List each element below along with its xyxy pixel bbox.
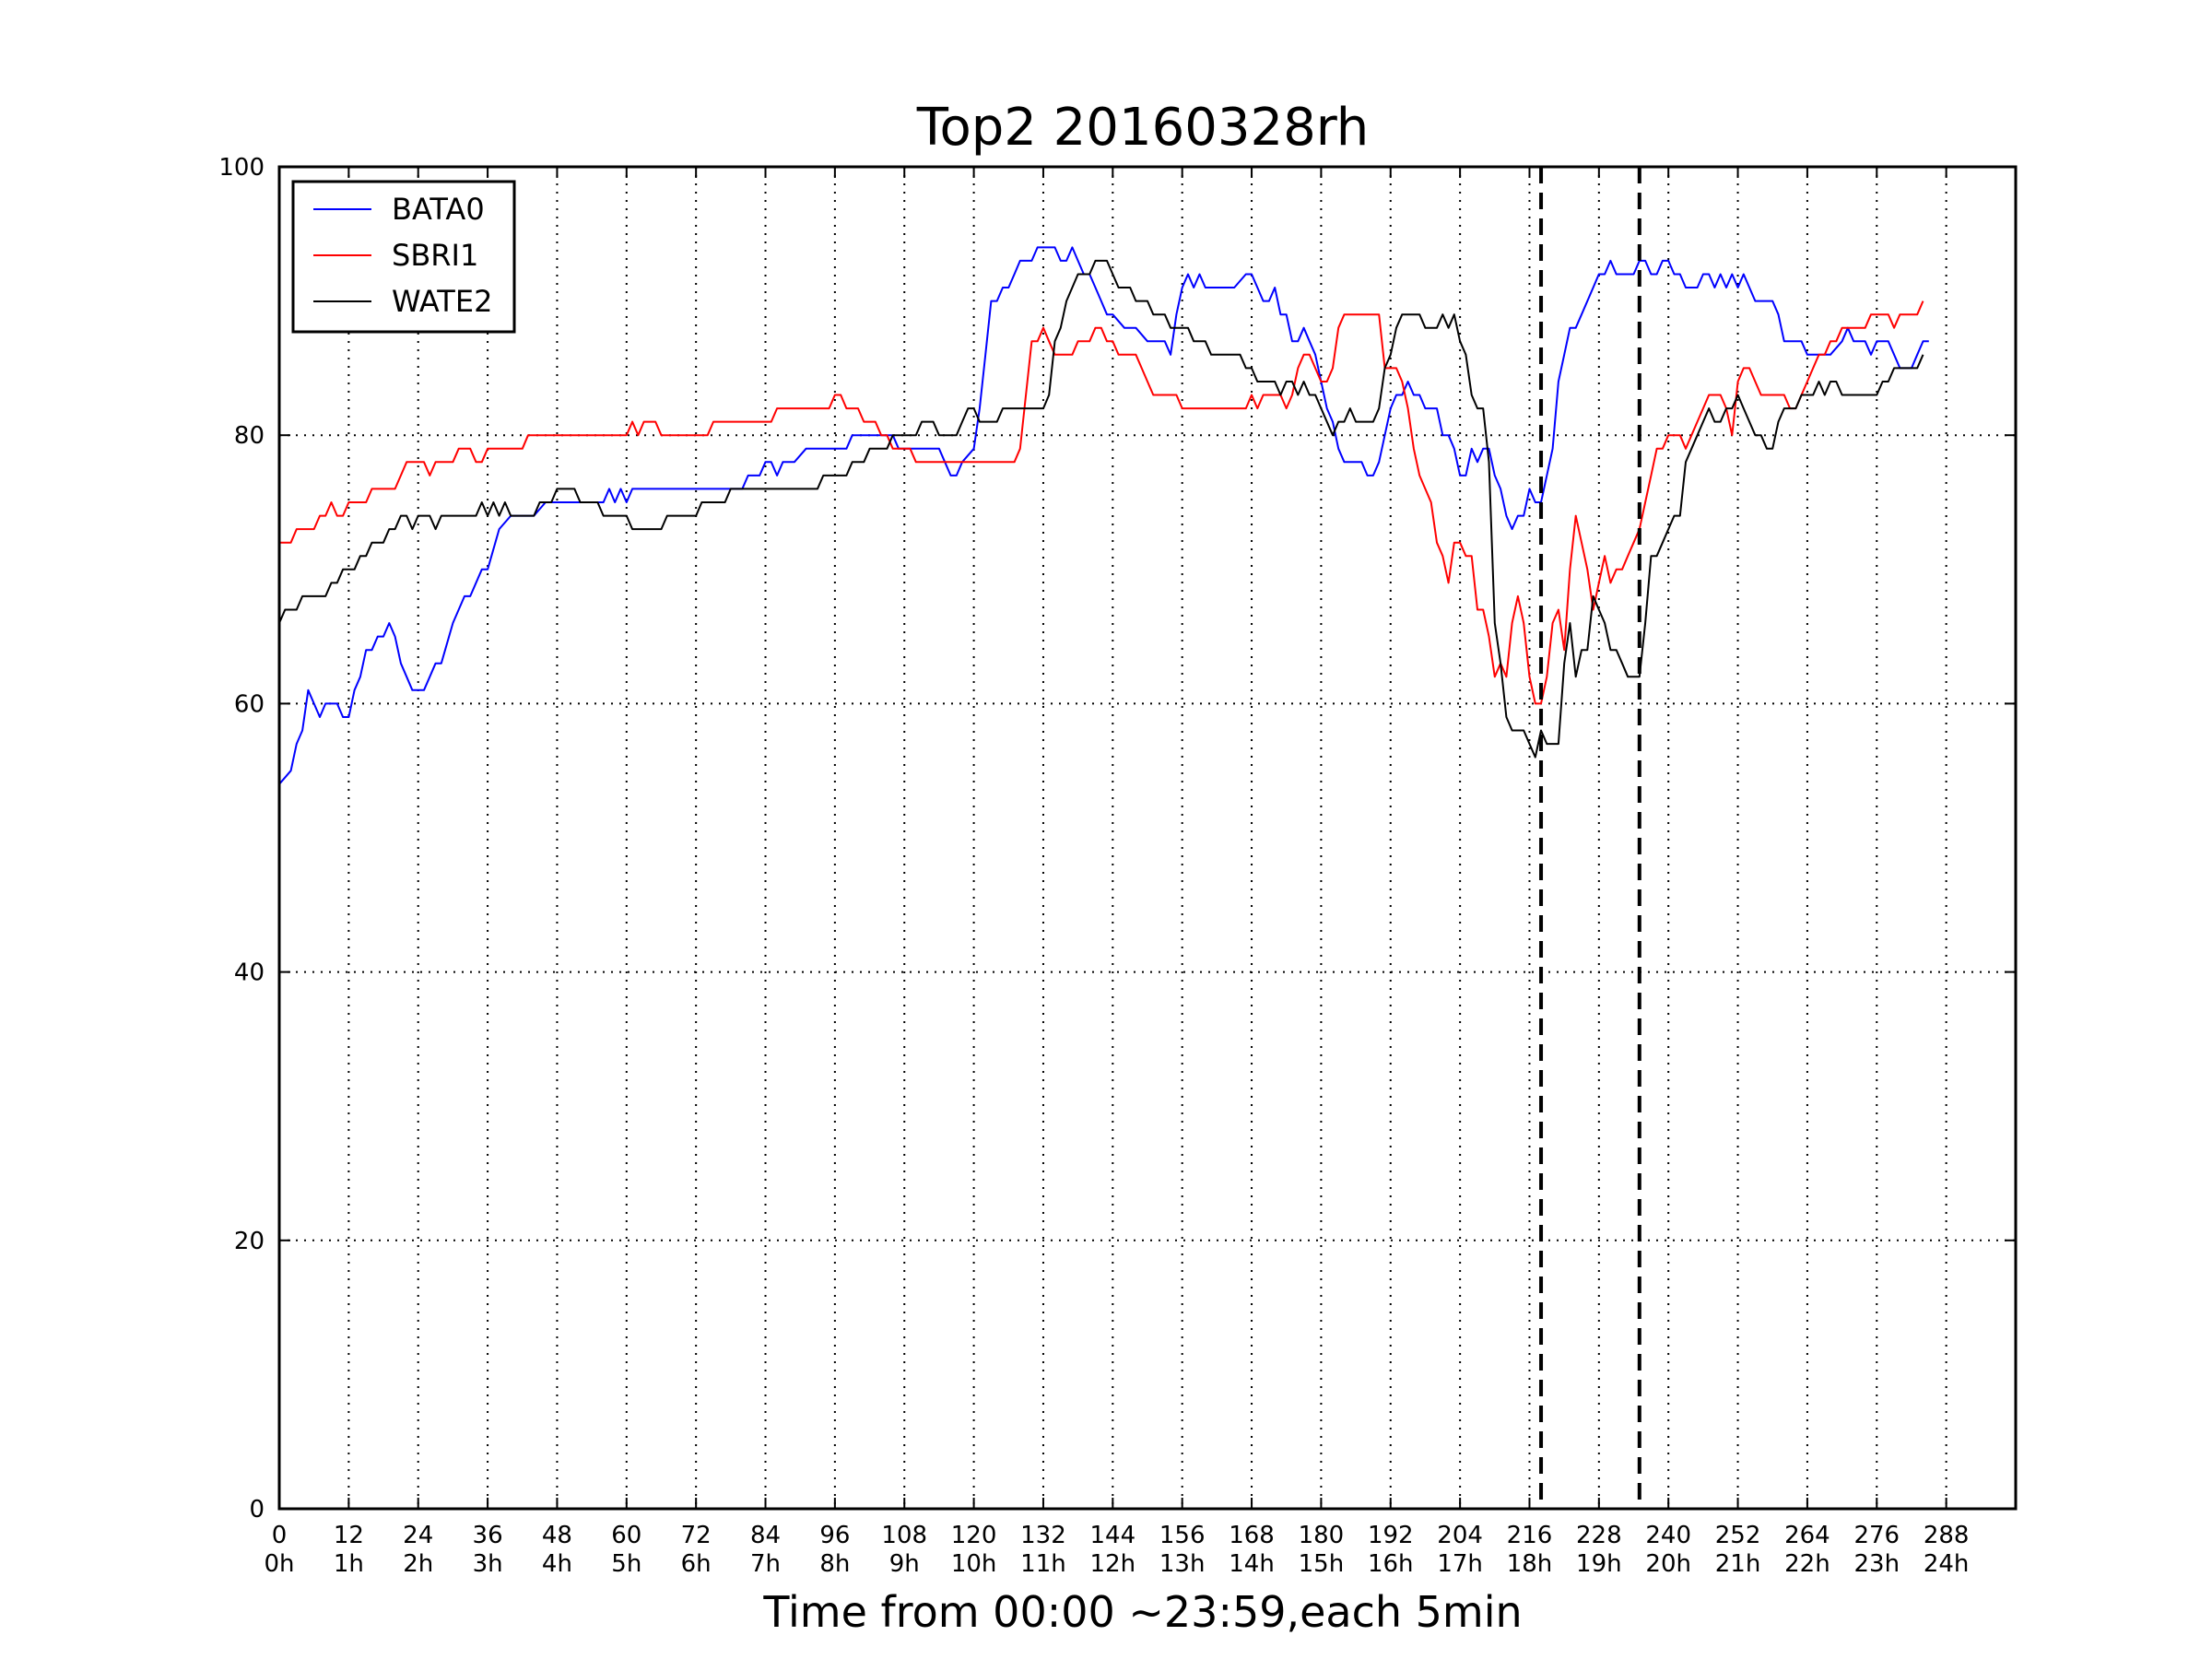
x-tick-hour-label: 4h [542,1550,572,1578]
x-tick-label: 108 [881,1522,927,1549]
series-lines [278,246,1929,785]
x-tick-label: 24 [403,1522,433,1549]
x-tick-label: 204 [1437,1522,1483,1549]
x-tick-hour-label: 20h [1645,1550,1691,1578]
x-tick-hour-label: 3h [473,1550,503,1578]
x-tick-hour-label: 6h [681,1550,712,1578]
legend-label: WATE2 [392,284,492,319]
y-tick-label: 40 [234,959,265,987]
x-tick-label: 264 [1784,1522,1830,1549]
x-tick-hour-label: 0h [264,1550,294,1578]
x-tick-label: 216 [1507,1522,1553,1549]
x-tick-hour-label: 12h [1090,1550,1136,1578]
x-tick-label: 84 [750,1522,781,1549]
y-tick-label: 100 [218,154,265,182]
x-tick-hour-label: 23h [1853,1550,1900,1578]
x-tick-hour-label: 14h [1229,1550,1275,1578]
x-tick-label: 192 [1368,1522,1414,1549]
x-tick-label: 48 [542,1522,572,1549]
x-tick-label: 132 [1020,1522,1066,1549]
x-tick-label: 120 [951,1522,997,1549]
x-tick-label: 276 [1853,1522,1900,1549]
x-tick-hour-label: 22h [1784,1550,1830,1578]
x-tick-hour-label: 9h [889,1550,920,1578]
x-tick-hour-label: 24h [1924,1550,1970,1578]
x-tick-label: 12 [334,1522,364,1549]
x-tick-label: 144 [1089,1522,1135,1549]
x-tick-label: 168 [1229,1522,1275,1549]
legend-box [291,180,516,334]
x-tick-label: 96 [819,1522,850,1549]
x-tick-hour-label: 13h [1159,1550,1206,1578]
x-tick-label: 156 [1159,1522,1206,1549]
y-tick-label: 20 [234,1228,265,1255]
x-tick-label: 228 [1576,1522,1622,1549]
x-tick-hour-label: 5h [611,1550,641,1578]
x-tick-label: 0 [272,1522,288,1549]
x-tick-label: 252 [1715,1522,1761,1549]
x-tick-hour-label: 15h [1299,1550,1345,1578]
x-tick-label: 240 [1645,1522,1691,1549]
plot-frame [277,165,2018,1511]
x-tick-label: 36 [473,1522,503,1549]
x-tick-label: 60 [611,1522,641,1549]
series-line-wate2 [278,259,1924,759]
y-tick-label: 80 [234,422,265,450]
x-tick-label: 180 [1299,1522,1345,1549]
chart-title: Top2 20160328rh [916,98,1370,158]
x-tick-hour-label: 7h [750,1550,781,1578]
legend: BATA0 SBRI1 WATE2 [291,180,516,334]
grid-lines [279,167,2016,1509]
x-tick-hour-label: 21h [1715,1550,1761,1578]
y-tick-label: 0 [249,1496,265,1524]
x-tick-label: 72 [681,1522,712,1549]
series-line-sbri1 [279,300,1924,705]
legend-label: SBRI1 [392,238,478,273]
x-tick-hour-label: 17h [1437,1550,1483,1578]
legend-label: BATA0 [392,192,485,227]
y-tick-label: 60 [234,690,265,718]
axis-ticks: 02040608010000h121h242h363h484h605h726h8… [218,154,2016,1578]
x-tick-label: 288 [1924,1522,1970,1549]
x-tick-hour-label: 10h [951,1550,997,1578]
x-tick-hour-label: 1h [334,1550,364,1578]
x-tick-hour-label: 18h [1507,1550,1553,1578]
x-tick-hour-label: 19h [1576,1550,1622,1578]
x-tick-hour-label: 8h [819,1550,850,1578]
x-tick-hour-label: 2h [403,1550,433,1578]
x-tick-hour-label: 11h [1020,1550,1066,1578]
x-axis-label: Time from 00:00 ~23:59,each 5min [762,1587,1522,1637]
x-tick-hour-label: 16h [1368,1550,1414,1578]
marker-vlines [1539,167,1641,1509]
